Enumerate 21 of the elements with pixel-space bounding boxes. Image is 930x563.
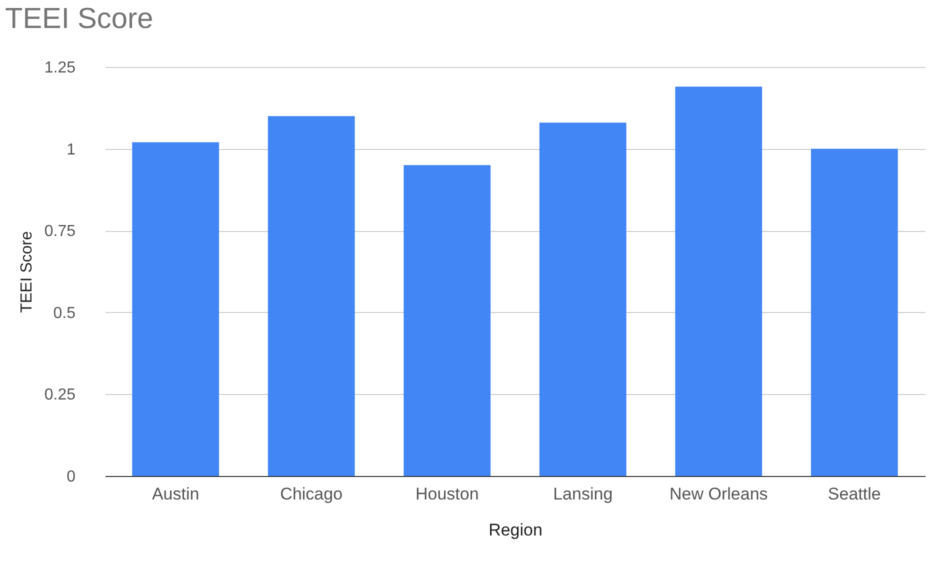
y-tick-label: 0 [66, 468, 76, 486]
bar [810, 148, 898, 476]
x-tick-label: Seattle [828, 484, 881, 504]
x-tick-label: Chicago [280, 484, 343, 504]
bar [539, 122, 626, 476]
y-tick-label: 1 [66, 141, 76, 158]
x-tick-label: New Orleans [670, 484, 768, 504]
y-axis-title: TEEI Score [18, 231, 36, 313]
bar [132, 142, 220, 476]
y-tick-label: 1.25 [44, 60, 76, 76]
bar [675, 86, 762, 476]
chart-title: TEEI Score [5, 3, 154, 35]
x-axis-title: Region [488, 520, 542, 540]
x-tick-label: Austin [152, 484, 200, 504]
y-tick-label: 0.5 [53, 304, 76, 322]
y-tick-label: 0.75 [44, 223, 76, 240]
y-tick-label: 0.25 [44, 386, 76, 404]
bar [268, 116, 355, 476]
x-tick-label: Lansing [553, 484, 613, 504]
x-tick-label: Houston [415, 484, 479, 504]
bar [404, 165, 491, 476]
